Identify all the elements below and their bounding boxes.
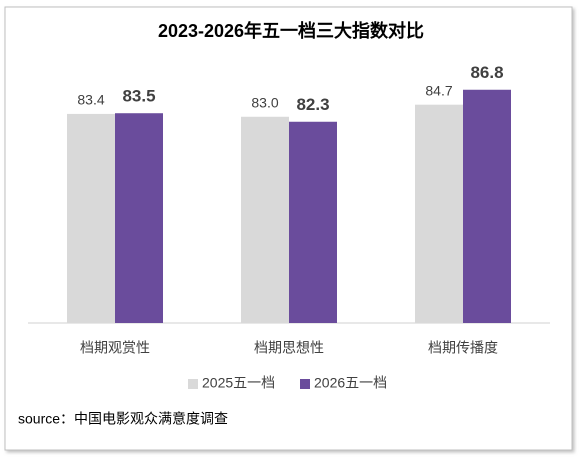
- bar: [463, 89, 511, 323]
- x-tick-label: 档期传播度: [428, 340, 498, 356]
- x-tick-label: 档期思想性: [254, 340, 324, 356]
- chart-title: 2023-2026年五一档三大指数对比: [158, 20, 424, 41]
- x-tick-label: 档期观赏性: [80, 340, 150, 356]
- source: source：中国电影观众满意度调查: [18, 411, 228, 427]
- data-label: 83.0: [251, 94, 278, 110]
- bar: [415, 104, 463, 323]
- data-label: 83.4: [77, 92, 104, 108]
- data-label: 86.8: [470, 63, 503, 82]
- legend-swatch: [300, 379, 310, 389]
- bar: [289, 121, 337, 323]
- bar: [115, 113, 163, 323]
- data-label: 83.5: [122, 87, 155, 106]
- bar: [67, 113, 115, 323]
- data-label: 82.3: [296, 95, 329, 114]
- bar: [241, 116, 289, 324]
- legend-label: 2026五一档: [314, 375, 387, 391]
- legend-swatch: [188, 379, 198, 389]
- data-label: 84.7: [425, 82, 452, 98]
- legend-label: 2025五一档: [202, 375, 275, 391]
